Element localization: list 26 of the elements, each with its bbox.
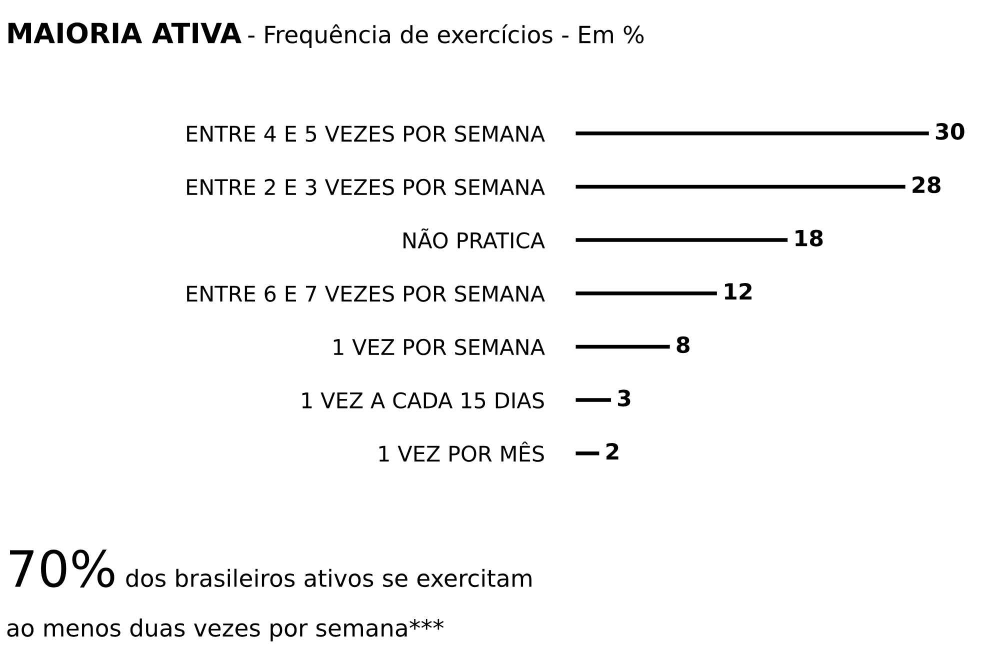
text: 70% xyxy=(10,550,114,588)
y-tick-label: ENTRE 6 E 7 VEZES POR SEMANA xyxy=(187,286,545,302)
data-label: 28 xyxy=(912,176,940,194)
y-tick-label: 1 VEZ POR SEMANA xyxy=(334,338,545,356)
data-label: 3 xyxy=(618,390,630,406)
y-tick-label: 1 VEZ POR MÊS xyxy=(379,442,544,462)
data-label: 8 xyxy=(676,336,690,354)
data-label: 2 xyxy=(606,442,618,460)
bar xyxy=(576,132,929,136)
y-tick-label: NÃO PRATICA xyxy=(404,228,545,249)
bar xyxy=(576,451,600,456)
text: dos brasileiros ativos se exercitam xyxy=(126,568,532,588)
y-tick-label: 1 VEZ A CADA 15 DIAS xyxy=(302,392,544,409)
y-tick-label: ENTRE 4 E 5 VEZES POR SEMANA xyxy=(187,126,545,142)
data-label: 18 xyxy=(796,230,823,246)
bar xyxy=(576,238,788,242)
y-tick-label: ENTRE 2 E 3 VEZES POR SEMANA xyxy=(187,178,545,196)
text: MAIORIA ATIVA xyxy=(8,22,242,44)
data-label: 12 xyxy=(725,283,752,300)
bar xyxy=(576,398,611,402)
chart-subtitle: - Frequência de exercícios - Em % xyxy=(248,24,644,48)
text: ao menos duas vezes por semana*** xyxy=(7,618,444,642)
data-label: 30 xyxy=(936,123,964,140)
bar xyxy=(576,184,906,189)
bar xyxy=(576,344,670,349)
bar xyxy=(576,292,717,296)
